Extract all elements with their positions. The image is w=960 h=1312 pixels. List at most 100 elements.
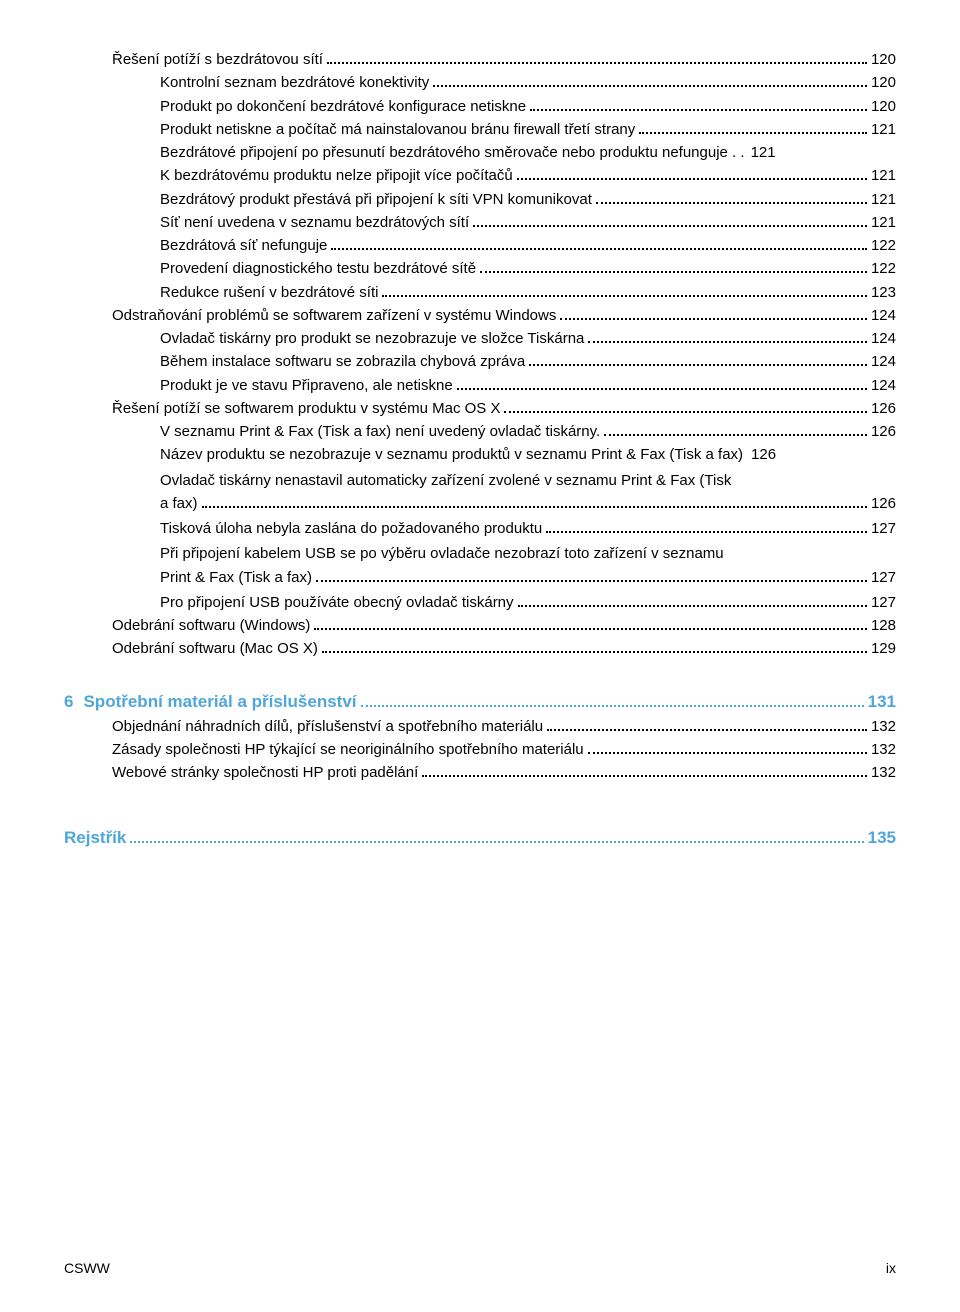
toc-page-number: 124 (871, 350, 896, 373)
toc-label: V seznamu Print & Fax (Tisk a fax) není … (160, 420, 600, 443)
toc-container: Řešení potíží s bezdrátovou sítí120Kontr… (64, 48, 896, 851)
toc-entry[interactable]: Odebrání softwaru (Mac OS X)129 (64, 637, 896, 660)
toc-label-line2: a fax) 126 (160, 492, 896, 515)
toc-entry[interactable]: Odebrání softwaru (Windows) 128 (64, 614, 896, 637)
page: Řešení potíží s bezdrátovou sítí120Kontr… (0, 0, 960, 1312)
toc-page-number: 132 (871, 715, 896, 738)
toc-entry[interactable]: Odstraňování problémů se softwarem zaříz… (64, 304, 896, 327)
toc-entry[interactable]: Bezdrátové připojení po přesunutí bezdrá… (64, 141, 896, 164)
toc-label: Bezdrátové připojení po přesunutí bezdrá… (160, 141, 745, 164)
toc-entry[interactable]: Síť není uvedena v seznamu bezdrátových … (64, 211, 896, 234)
dot-leader (639, 132, 867, 134)
toc-page-number: 127 (871, 591, 896, 614)
dot-leader (130, 841, 863, 843)
chapter-heading[interactable]: 6Spotřební materiál a příslušenství131 (64, 689, 896, 715)
dot-leader (518, 605, 867, 607)
toc-label-line1: Při připojení kabelem USB se po výběru o… (160, 542, 896, 565)
dot-leader (560, 318, 867, 320)
toc-page-number: 124 (871, 374, 896, 397)
dot-leader (504, 411, 866, 413)
toc-entry[interactable]: Bezdrátová síť nefunguje122 (64, 234, 896, 257)
dot-leader (202, 506, 867, 508)
toc-label: Objednání náhradních dílů, příslušenství… (112, 715, 543, 738)
toc-label: Ovladač tiskárny pro produkt se nezobraz… (160, 327, 584, 350)
toc-label: Produkt je ve stavu Připraveno, ale neti… (160, 374, 453, 397)
toc-entry[interactable]: Ovladač tiskárny nenastavil automaticky … (64, 469, 896, 516)
toc-entry[interactable]: Bezdrátový produkt přestává při připojen… (64, 188, 896, 211)
toc-entry[interactable]: Řešení potíží se softwarem produktu v sy… (64, 397, 896, 420)
dot-leader (331, 248, 867, 250)
toc-label: Odebrání softwaru (Mac OS X) (112, 637, 318, 660)
page-footer: CSWW ix (64, 1260, 896, 1276)
dot-leader (546, 531, 867, 533)
dot-leader (547, 729, 867, 731)
toc-label: Pro připojení USB používáte obecný ovlad… (160, 591, 514, 614)
toc-page-number: 121 (751, 141, 776, 164)
toc-page-number: 123 (871, 281, 896, 304)
toc-page-number: 132 (871, 761, 896, 784)
dot-leader (473, 225, 867, 227)
toc-label: Produkt po dokončení bezdrátové konfigur… (160, 95, 526, 118)
toc-label: Řešení potíží se softwarem produktu v sy… (112, 397, 500, 420)
toc-label: Během instalace softwaru se zobrazila ch… (160, 350, 525, 373)
toc-entry[interactable]: K bezdrátovému produktu nelze připojit v… (64, 164, 896, 187)
toc-entry[interactable]: Kontrolní seznam bezdrátové konektivity1… (64, 71, 896, 94)
toc-page-number: 124 (871, 327, 896, 350)
dot-leader (517, 178, 867, 180)
toc-entry[interactable]: Během instalace softwaru se zobrazila ch… (64, 350, 896, 373)
toc-page-number: 128 (871, 614, 896, 637)
dot-leader (433, 85, 867, 87)
dot-leader (327, 62, 867, 64)
toc-page-number: 132 (871, 738, 896, 761)
footer-left: CSWW (64, 1260, 110, 1276)
toc-label: Produkt netiskne a počítač má nainstalov… (160, 118, 635, 141)
toc-label: Kontrolní seznam bezdrátové konektivity (160, 71, 429, 94)
toc-label: Print & Fax (Tisk a fax) (160, 566, 312, 589)
toc-label: Tisková úloha nebyla zaslána do požadova… (160, 517, 542, 540)
footer-right: ix (886, 1260, 896, 1276)
toc-entry[interactable]: Webové stránky společnosti HP proti padě… (64, 761, 896, 784)
toc-entry[interactable]: Produkt netiskne a počítač má nainstalov… (64, 118, 896, 141)
toc-entry[interactable]: Produkt je ve stavu Připraveno, ale neti… (64, 374, 896, 397)
toc-page-number: 121 (871, 164, 896, 187)
chapter-number: 6 (64, 689, 73, 715)
dot-leader (457, 388, 867, 390)
toc-label: Síť není uvedena v seznamu bezdrátových … (160, 211, 469, 234)
toc-label: Provedení diagnostického testu bezdrátov… (160, 257, 476, 280)
toc-label: Bezdrátový produkt přestává při připojen… (160, 188, 592, 211)
toc-page-number: 122 (871, 257, 896, 280)
toc-entry[interactable]: Produkt po dokončení bezdrátové konfigur… (64, 95, 896, 118)
toc-entry[interactable]: Provedení diagnostického testu bezdrátov… (64, 257, 896, 280)
toc-entry[interactable]: Zásady společnosti HP týkající se neorig… (64, 738, 896, 761)
toc-label: a fax) (160, 492, 198, 515)
toc-entry[interactable]: Pro připojení USB používáte obecný ovlad… (64, 591, 896, 614)
toc-label: Název produktu se nezobrazuje v seznamu … (160, 443, 743, 466)
toc-entry[interactable]: Redukce rušení v bezdrátové síti123 (64, 281, 896, 304)
toc-entry[interactable]: Objednání náhradních dílů, příslušenství… (64, 715, 896, 738)
toc-entry[interactable]: Ovladač tiskárny pro produkt se nezobraz… (64, 327, 896, 350)
toc-page-number: 127 (871, 517, 896, 540)
toc-entry[interactable]: Řešení potíží s bezdrátovou sítí120 (64, 48, 896, 71)
dot-leader (322, 651, 867, 653)
toc-page-number: 126 (871, 492, 896, 515)
toc-page-number: 126 (751, 443, 776, 466)
toc-entry[interactable]: Název produktu se nezobrazuje v seznamu … (64, 443, 896, 466)
toc-page-number: 126 (871, 420, 896, 443)
toc-page-number: 122 (871, 234, 896, 257)
index-title: Rejstřík (64, 825, 126, 851)
toc-entry[interactable]: V seznamu Print & Fax (Tisk a fax) není … (64, 420, 896, 443)
toc-label: Řešení potíží s bezdrátovou sítí (112, 48, 323, 71)
toc-page-number: 121 (871, 188, 896, 211)
toc-entry[interactable]: Při připojení kabelem USB se po výběru o… (64, 542, 896, 589)
dot-leader (588, 341, 867, 343)
toc-page-number: 127 (871, 566, 896, 589)
toc-label: Zásady společnosti HP týkající se neorig… (112, 738, 584, 761)
index-page-number: 135 (868, 825, 896, 851)
toc-label: Webové stránky společnosti HP proti padě… (112, 761, 418, 784)
dot-leader (316, 580, 867, 582)
toc-entry[interactable]: Tisková úloha nebyla zaslána do požadova… (64, 517, 896, 540)
index-heading[interactable]: Rejstřík 135 (64, 825, 896, 851)
dot-leader (361, 705, 864, 707)
toc-label: Odebrání softwaru (Windows) (112, 614, 310, 637)
dot-leader (382, 295, 867, 297)
